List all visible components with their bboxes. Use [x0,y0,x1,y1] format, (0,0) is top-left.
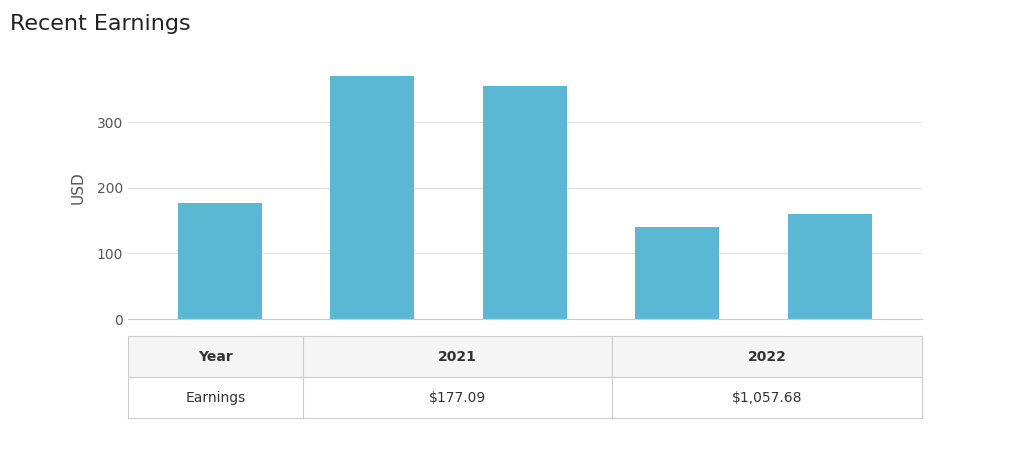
Text: 3Q: 3Q [668,338,687,352]
Bar [788,214,872,319]
Text: $177.09: $177.09 [429,391,486,405]
Bar [128,336,922,377]
Text: 2021: 2021 [202,358,238,372]
Bar [177,203,261,319]
Text: $1,057.68: $1,057.68 [731,391,802,405]
Bar [128,377,922,418]
Text: 2022: 2022 [748,350,786,364]
Text: Earnings: Earnings [185,391,246,405]
Text: 4Q: 4Q [820,338,840,352]
Y-axis label: USD: USD [71,172,86,204]
Text: 1Q: 1Q [362,338,382,352]
Text: Recent Earnings: Recent Earnings [10,14,190,34]
Bar [636,227,720,319]
Text: Year: Year [198,350,232,364]
Bar [330,76,414,319]
Bar [483,86,566,319]
Text: 2021: 2021 [438,350,477,364]
X-axis label: Earning Period: Earning Period [469,374,581,389]
Text: 4Q: 4Q [210,338,229,352]
Text: 2Q: 2Q [515,338,535,352]
Text: 2022: 2022 [354,358,390,372]
